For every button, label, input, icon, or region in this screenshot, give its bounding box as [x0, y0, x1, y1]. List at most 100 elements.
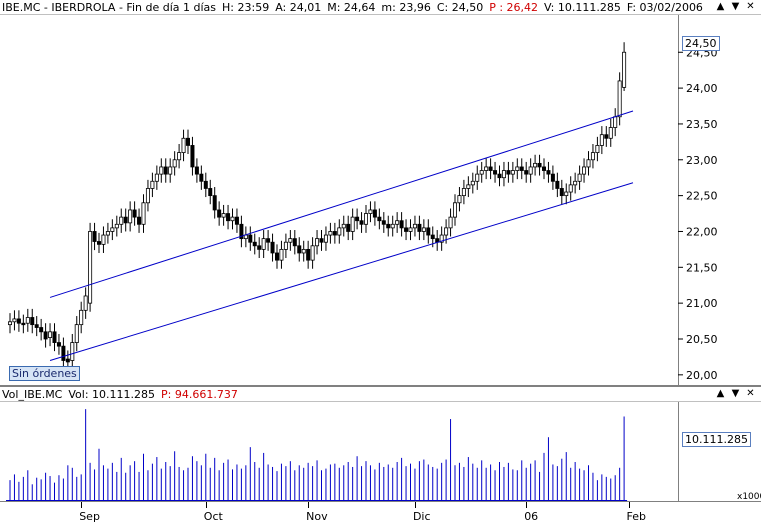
x-tick: [205, 502, 207, 508]
candle-body: [479, 170, 484, 175]
candle-body: [154, 173, 159, 182]
close-icon[interactable]: ✕: [746, 1, 755, 12]
candle-body: [168, 166, 173, 175]
candle-body: [310, 245, 315, 261]
volume-scroll-up-icon[interactable]: ▲: [716, 388, 725, 399]
candle-body: [497, 173, 502, 179]
candle-body: [564, 191, 569, 197]
candle-body: [270, 241, 275, 254]
candle-body: [239, 223, 244, 240]
volume-scroll-down-icon[interactable]: ▼: [731, 388, 740, 399]
candle-body: [25, 317, 30, 324]
candle-body: [448, 216, 453, 229]
volume-value: V: 10.111.285: [544, 1, 621, 14]
candle-body: [132, 209, 137, 218]
candle-body: [248, 234, 253, 243]
candle-body: [123, 216, 128, 224]
candle-body: [395, 220, 400, 225]
candle-body: [274, 252, 279, 261]
candle-body: [510, 170, 515, 175]
candle-body: [622, 51, 627, 88]
candle-body: [359, 220, 364, 225]
candle-body: [145, 188, 150, 204]
candle-body: [408, 227, 413, 232]
candle-body: [559, 188, 564, 197]
y-tick-label: 20,50: [686, 333, 718, 346]
candle-body: [56, 342, 61, 347]
y-tick-label: 23,00: [686, 154, 718, 167]
candle-body: [315, 238, 320, 247]
scroll-up-icon[interactable]: ▲: [716, 1, 725, 12]
candle-body: [412, 223, 417, 229]
candle-body: [306, 248, 311, 261]
volume-chart: [0, 401, 761, 502]
candle-body: [372, 209, 377, 218]
candle-body: [363, 213, 368, 225]
candle-body: [595, 145, 600, 154]
candle-body: [493, 170, 498, 175]
candle-body: [582, 166, 587, 175]
candle-body: [515, 166, 520, 171]
candle-body: [257, 245, 262, 250]
x-tick: [628, 502, 630, 508]
candle-body: [355, 216, 360, 222]
candle-body: [542, 166, 547, 171]
candle-body: [226, 213, 231, 222]
candle-body: [92, 231, 97, 242]
candle-body: [128, 209, 133, 224]
candle-body: [88, 231, 93, 304]
y-tick-label: 24,00: [686, 82, 718, 95]
candle-body: [439, 234, 444, 243]
candle-body: [501, 170, 506, 179]
candle-body: [297, 245, 302, 254]
candle-body: [430, 234, 435, 240]
x-tick-label: Feb: [626, 510, 647, 523]
scroll-down-icon[interactable]: ▼: [731, 1, 740, 12]
last-price-badge: 24,50: [682, 36, 720, 51]
x-tick: [308, 502, 310, 508]
candle-body: [599, 134, 604, 146]
candle-body: [110, 227, 115, 232]
price-pane[interactable]: IBE.MC - IBERDROLA - Fin de día 1 días H:…: [0, 0, 761, 386]
candle-body: [190, 145, 195, 168]
candle-body: [506, 170, 511, 175]
candle-body: [550, 173, 555, 182]
candle-body: [452, 202, 457, 218]
candle-body: [577, 173, 582, 182]
candle-body: [119, 216, 124, 225]
instrument-name: IBERDROLA: [51, 1, 116, 14]
candle-body: [537, 162, 542, 168]
candle-body: [48, 331, 53, 338]
candle-body: [150, 180, 155, 189]
candle-body: [34, 324, 39, 328]
volume-header: Vol_IBE.MC Vol: 10.111.285 P: 94.661.737: [2, 388, 238, 402]
candle-body: [221, 213, 226, 218]
volume-pane[interactable]: Vol_IBE.MC Vol: 10.111.285 P: 94.661.737 ▲…: [0, 386, 761, 502]
volume-name: Vol_IBE.MC: [2, 388, 63, 401]
candle-body: [386, 223, 391, 229]
candle-body: [261, 238, 266, 250]
orders-button[interactable]: Sin órdenes: [9, 366, 80, 381]
candle-body: [114, 223, 119, 229]
candle-body: [65, 358, 70, 363]
open-value: A: 24,01: [275, 1, 322, 14]
candle-body: [533, 162, 538, 168]
y-tick-label: 22,00: [686, 225, 718, 238]
candle-body: [426, 227, 431, 236]
candle-body: [613, 116, 618, 128]
candle-body: [608, 127, 613, 139]
low-value: m: 23,96: [381, 1, 431, 14]
volume-close-icon[interactable]: ✕: [746, 388, 755, 399]
candle-body: [488, 166, 493, 171]
candle-body: [97, 241, 102, 245]
candle-body: [457, 195, 462, 204]
x-tick-label: Sep: [79, 510, 100, 523]
volume-vol: Vol: 10.111.285: [68, 388, 156, 401]
candle-body: [43, 331, 48, 340]
x-tick: [81, 502, 83, 508]
candle-body: [217, 209, 222, 218]
candle-body: [461, 188, 466, 197]
candle-body: [568, 184, 573, 193]
candle-body: [252, 241, 257, 247]
candle-body: [346, 223, 351, 232]
